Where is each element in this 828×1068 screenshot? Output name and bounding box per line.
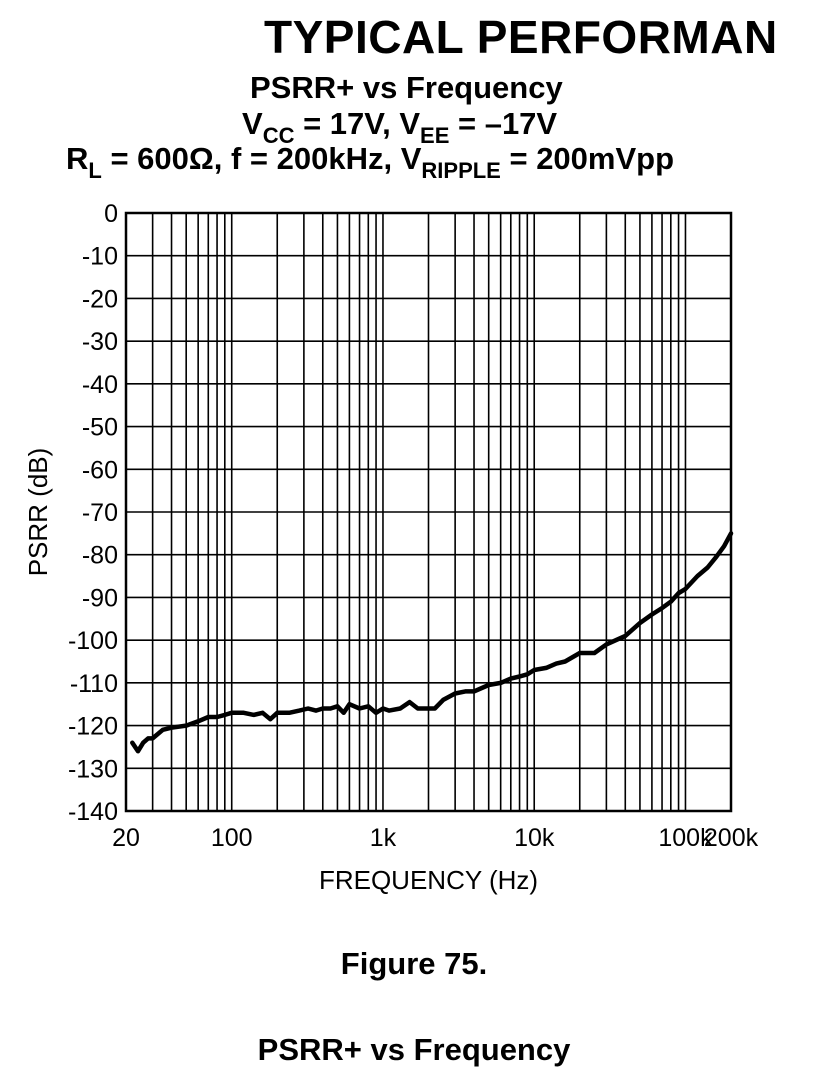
- y-tick-label: -50: [82, 414, 118, 442]
- figure-caption: Figure 75.: [340, 946, 488, 981]
- x-tick-label: 100k: [658, 824, 713, 852]
- plot-frame: [124, 211, 733, 813]
- y-tick-label: -10: [82, 243, 118, 271]
- y-tick-label: -60: [82, 456, 118, 484]
- rl-symbol: R: [66, 141, 89, 176]
- y-tick-label: -120: [68, 713, 118, 741]
- y-tick-label: -30: [82, 328, 118, 356]
- y-tick-label: 0: [104, 200, 118, 228]
- y-tick-label: -140: [68, 798, 118, 826]
- grid-lines: [126, 212, 731, 812]
- vee-value: = –17V: [449, 106, 558, 141]
- y-tick-label: -70: [82, 499, 118, 527]
- y-tick-label: -110: [70, 670, 118, 698]
- y-axis-label: PSRR (dB): [23, 448, 53, 577]
- rl-subscript: L: [88, 158, 102, 183]
- chart-title-line2: VCC = 17V, VEE = –17V: [0, 106, 828, 147]
- rl-freq-text: = 600Ω, f = 200kHz, V: [101, 141, 422, 176]
- psrr-chart: 0 -10 -20 -30 -40 -50 -60 -70 -80 -90 -100 -110 -120…: [23, 200, 759, 895]
- next-chart-title: PSRR+ vs Frequency: [257, 1032, 571, 1067]
- section-header: TYPICAL PERFORMAN: [264, 11, 778, 63]
- y-tick-label: -20: [82, 285, 118, 313]
- x-tick-label: 1k: [370, 824, 397, 852]
- vcc-symbol: V: [242, 106, 263, 141]
- y-tick-label: -40: [82, 371, 118, 399]
- y-tick-labels: 0 -10 -20 -30 -40 -50 -60 -70 -80 -90 -100 -110 -120…: [68, 200, 118, 826]
- vee-subscript: EE: [420, 123, 450, 148]
- x-tick-label: 100: [211, 824, 253, 852]
- vcc-subscript: CC: [262, 123, 295, 148]
- x-tick-label: 20: [112, 824, 140, 852]
- ripple-value: = 200mVpp: [500, 141, 675, 176]
- x-tick-label: 10k: [514, 824, 555, 852]
- y-tick-label: -90: [82, 584, 118, 612]
- chart-title-line3: RL = 600Ω, f = 200kHz, VRIPPLE = 200mVpp: [0, 141, 828, 182]
- chart-title-line1: PSRR+ vs Frequency: [250, 70, 563, 105]
- y-tick-label: -80: [82, 542, 118, 570]
- y-tick-label: -130: [68, 755, 118, 783]
- vcc-vee-text: = 17V, V: [294, 106, 421, 141]
- x-axis-label: FREQUENCY (Hz): [319, 865, 538, 895]
- series-layer: [130, 531, 734, 754]
- x-tick-label: 200k: [704, 824, 759, 852]
- psrr-series-line: [130, 531, 734, 754]
- ripple-subscript: RIPPLE: [421, 158, 501, 183]
- y-tick-label: -100: [68, 627, 118, 655]
